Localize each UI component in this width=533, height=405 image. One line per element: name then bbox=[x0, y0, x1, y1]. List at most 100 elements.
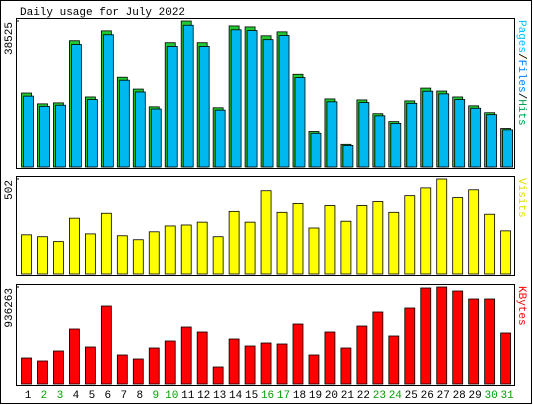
bar bbox=[292, 203, 304, 275]
bar bbox=[260, 190, 272, 275]
x-tick-label: 25 bbox=[405, 390, 418, 402]
x-tick-label: 16 bbox=[261, 390, 274, 402]
right-label-part: Pages bbox=[515, 20, 527, 53]
bar bbox=[246, 30, 258, 168]
bar bbox=[388, 211, 400, 275]
x-tick-label: 18 bbox=[293, 390, 306, 402]
bar bbox=[468, 298, 480, 385]
bar bbox=[118, 79, 130, 168]
bar bbox=[71, 44, 82, 168]
x-tick-label: 12 bbox=[197, 390, 210, 402]
bar bbox=[244, 345, 256, 385]
bar bbox=[502, 129, 514, 168]
bar bbox=[340, 347, 352, 385]
right-label-part: Files bbox=[515, 60, 527, 93]
bar bbox=[278, 35, 290, 168]
bar bbox=[214, 109, 226, 168]
bar bbox=[308, 354, 320, 385]
bar bbox=[372, 311, 384, 385]
x-tick-label: 22 bbox=[357, 390, 370, 402]
bar bbox=[470, 107, 482, 168]
bar bbox=[166, 46, 178, 168]
bar bbox=[116, 235, 128, 275]
bar bbox=[340, 220, 352, 275]
bar bbox=[84, 233, 96, 275]
bar bbox=[100, 305, 112, 385]
bar bbox=[37, 360, 48, 385]
bar bbox=[484, 213, 496, 275]
bar bbox=[292, 323, 304, 385]
bar bbox=[21, 357, 32, 385]
bar bbox=[454, 99, 466, 168]
bar bbox=[134, 91, 146, 168]
bar bbox=[260, 342, 272, 385]
x-tick-label: 26 bbox=[421, 390, 434, 402]
bar bbox=[422, 90, 434, 168]
x-tick-label: 3 bbox=[57, 390, 64, 402]
panel-frame bbox=[16, 284, 515, 386]
right-label-part: / bbox=[515, 53, 527, 60]
x-tick-label: 27 bbox=[437, 390, 450, 402]
x-tick-label: 6 bbox=[105, 390, 112, 402]
right-label-part: Visits bbox=[515, 178, 527, 218]
x-tick-label: 24 bbox=[389, 390, 403, 402]
bar bbox=[308, 227, 320, 275]
bar bbox=[294, 77, 306, 168]
x-tick-label: 23 bbox=[373, 390, 386, 402]
right-label-part: Hits bbox=[515, 99, 527, 125]
bar bbox=[406, 102, 418, 168]
bar bbox=[404, 195, 416, 275]
bar bbox=[102, 34, 114, 168]
bar bbox=[150, 108, 162, 168]
bar bbox=[164, 340, 176, 385]
bar bbox=[86, 99, 98, 168]
x-tick-label: 2 bbox=[41, 390, 48, 402]
x-tick-label: 21 bbox=[341, 390, 355, 402]
right-label: KBytes bbox=[515, 286, 527, 326]
bar bbox=[69, 217, 80, 275]
x-tick-label: 9 bbox=[152, 390, 159, 402]
bar bbox=[436, 178, 448, 275]
x-tick-label: 10 bbox=[165, 390, 178, 402]
bar bbox=[420, 287, 432, 385]
x-tick-label: 5 bbox=[89, 390, 96, 402]
bar bbox=[372, 201, 384, 275]
y-tick-label: 936263 bbox=[4, 288, 16, 328]
bar bbox=[212, 366, 224, 385]
bar bbox=[244, 221, 256, 275]
bar bbox=[324, 331, 336, 385]
bar bbox=[452, 197, 464, 275]
right-label-part: KBytes bbox=[515, 286, 527, 326]
bar bbox=[69, 328, 80, 385]
right-label-part: / bbox=[515, 93, 527, 100]
bar bbox=[100, 212, 112, 275]
bar bbox=[228, 338, 240, 385]
x-tick-label: 14 bbox=[229, 390, 243, 402]
bar bbox=[486, 114, 498, 168]
x-tick-label: 1 bbox=[25, 390, 32, 402]
x-tick-label: 15 bbox=[245, 390, 258, 402]
bar bbox=[21, 234, 32, 275]
bar bbox=[230, 29, 242, 168]
bar bbox=[23, 95, 34, 168]
bar bbox=[374, 115, 386, 168]
bar bbox=[484, 298, 496, 385]
bar bbox=[132, 239, 144, 275]
right-label: Pages/Files/Hits bbox=[515, 20, 527, 126]
x-tick-label: 8 bbox=[136, 390, 143, 402]
panel-frame bbox=[16, 176, 515, 276]
y-tick-label: 502 bbox=[4, 180, 16, 200]
bar bbox=[404, 307, 416, 385]
bar bbox=[84, 346, 96, 385]
bar bbox=[148, 347, 160, 385]
bar bbox=[132, 358, 144, 385]
bar bbox=[182, 24, 194, 168]
bar bbox=[196, 221, 208, 275]
x-tick-label: 30 bbox=[485, 390, 498, 402]
bar bbox=[436, 286, 448, 385]
bar bbox=[342, 144, 354, 168]
bar bbox=[180, 326, 192, 385]
bar bbox=[53, 241, 64, 275]
bar bbox=[452, 290, 464, 385]
x-tick-label: 31 bbox=[500, 390, 514, 402]
